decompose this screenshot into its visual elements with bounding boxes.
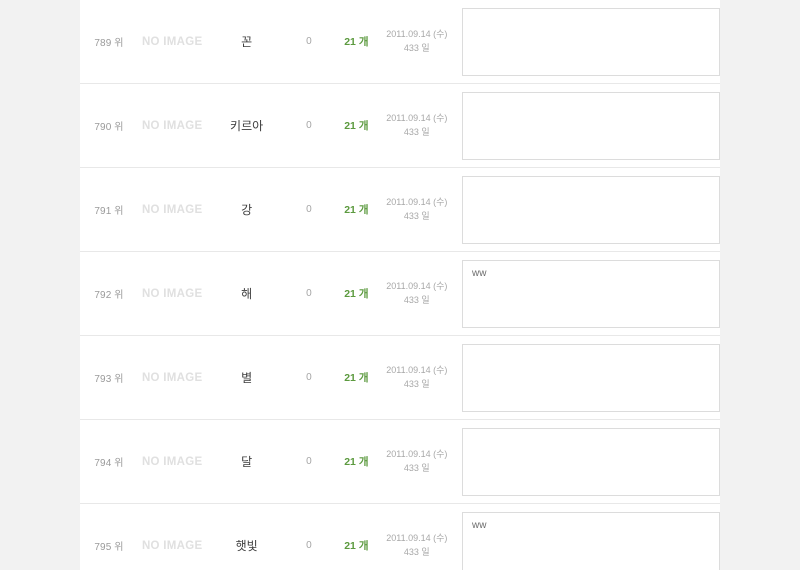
days-label: 433 일 xyxy=(403,294,430,305)
date-cell: 2011.09.14 (수) 433 일 xyxy=(380,532,454,560)
date-label: 2011.09.14 (수) xyxy=(386,28,448,39)
thumbnail-placeholder: NO IMAGE xyxy=(141,119,203,132)
rank-label: 794 위 xyxy=(94,458,124,469)
date-label: 2011.09.14 (수) xyxy=(386,448,448,459)
item-count: 21 개 xyxy=(344,204,369,216)
date-label: 2011.09.14 (수) xyxy=(386,112,448,123)
entry-name[interactable]: 해 xyxy=(241,287,253,301)
table-row[interactable]: 792 위 NO IMAGE 해 0 21 개 2011.09.14 (수) 4… xyxy=(80,252,721,336)
thumbnail-placeholder: NO IMAGE xyxy=(141,455,203,468)
thumbnail-placeholder: NO IMAGE xyxy=(141,371,203,384)
days-label: 433 일 xyxy=(403,462,430,473)
rank-label: 792 위 xyxy=(94,290,124,301)
comment-box[interactable]: ww xyxy=(462,511,721,570)
table-row[interactable]: 793 위 NO IMAGE 별 0 21 개 2011.09.14 (수) 4… xyxy=(80,336,721,420)
comment-cell xyxy=(462,427,721,496)
rank-label: 795 위 xyxy=(94,542,124,553)
date-label: 2011.09.14 (수) xyxy=(386,364,448,375)
item-count: 21 개 xyxy=(344,372,369,384)
table-row[interactable]: 794 위 NO IMAGE 달 0 21 개 2011.09.14 (수) 4… xyxy=(80,420,721,504)
zero-count: 0 xyxy=(306,456,312,467)
date-cell: 2011.09.14 (수) 433 일 xyxy=(380,28,454,56)
date-cell: 2011.09.14 (수) 433 일 xyxy=(380,280,454,308)
thumbnail-placeholder: NO IMAGE xyxy=(141,287,203,300)
comment-box[interactable] xyxy=(462,427,721,496)
entry-name[interactable]: 햇빛 xyxy=(235,539,258,553)
zero-count: 0 xyxy=(306,36,312,47)
thumbnail-placeholder: NO IMAGE xyxy=(141,35,203,48)
comment-box[interactable]: ww xyxy=(462,259,721,328)
rank-label: 789 위 xyxy=(94,38,124,49)
date-cell: 2011.09.14 (수) 433 일 xyxy=(380,364,454,392)
item-count: 21 개 xyxy=(344,288,369,300)
comment-box[interactable] xyxy=(462,343,721,412)
days-label: 433 일 xyxy=(403,210,430,221)
entry-name[interactable]: 달 xyxy=(241,455,253,469)
comment-box[interactable] xyxy=(462,91,721,160)
comment-box[interactable] xyxy=(462,7,721,76)
item-count: 21 개 xyxy=(344,456,369,468)
entry-name[interactable]: 별 xyxy=(241,371,253,385)
date-cell: 2011.09.14 (수) 433 일 xyxy=(380,196,454,224)
date-label: 2011.09.14 (수) xyxy=(386,280,448,291)
table-row[interactable]: 795 위 NO IMAGE 햇빛 0 21 개 2011.09.14 (수) … xyxy=(80,504,721,570)
table-row[interactable]: 789 위 NO IMAGE 꼰 0 21 개 2011.09.14 (수) 4… xyxy=(80,0,721,84)
zero-count: 0 xyxy=(306,204,312,215)
date-label: 2011.09.14 (수) xyxy=(386,196,448,207)
ranking-list: 789 위 NO IMAGE 꼰 0 21 개 2011.09.14 (수) 4… xyxy=(80,0,721,570)
entry-name[interactable]: 강 xyxy=(241,203,253,217)
comment-cell xyxy=(462,7,721,76)
comment-cell xyxy=(462,91,721,160)
comment-cell: ww xyxy=(462,511,721,570)
comment-cell: ww xyxy=(462,259,721,328)
zero-count: 0 xyxy=(306,372,312,383)
entry-name[interactable]: 키르아 xyxy=(230,119,264,133)
date-cell: 2011.09.14 (수) 433 일 xyxy=(380,448,454,476)
item-count: 21 개 xyxy=(344,36,369,48)
entry-name[interactable]: 꼰 xyxy=(241,35,253,49)
table-row[interactable]: 790 위 NO IMAGE 키르아 0 21 개 2011.09.14 (수)… xyxy=(80,84,721,168)
days-label: 433 일 xyxy=(403,126,430,137)
days-label: 433 일 xyxy=(403,42,430,53)
comment-box[interactable] xyxy=(462,175,721,244)
thumbnail-placeholder: NO IMAGE xyxy=(141,203,203,216)
zero-count: 0 xyxy=(306,540,312,551)
zero-count: 0 xyxy=(306,288,312,299)
date-label: 2011.09.14 (수) xyxy=(386,532,448,543)
zero-count: 0 xyxy=(306,120,312,131)
rank-label: 790 위 xyxy=(94,122,124,133)
item-count: 21 개 xyxy=(344,120,369,132)
table-row[interactable]: 791 위 NO IMAGE 강 0 21 개 2011.09.14 (수) 4… xyxy=(80,168,721,252)
comment-cell xyxy=(462,343,721,412)
date-cell: 2011.09.14 (수) 433 일 xyxy=(380,112,454,140)
item-count: 21 개 xyxy=(344,540,369,552)
rank-label: 793 위 xyxy=(94,374,124,385)
thumbnail-placeholder: NO IMAGE xyxy=(141,539,203,552)
days-label: 433 일 xyxy=(403,546,430,557)
days-label: 433 일 xyxy=(403,378,430,389)
rank-label: 791 위 xyxy=(94,206,124,217)
comment-cell xyxy=(462,175,721,244)
